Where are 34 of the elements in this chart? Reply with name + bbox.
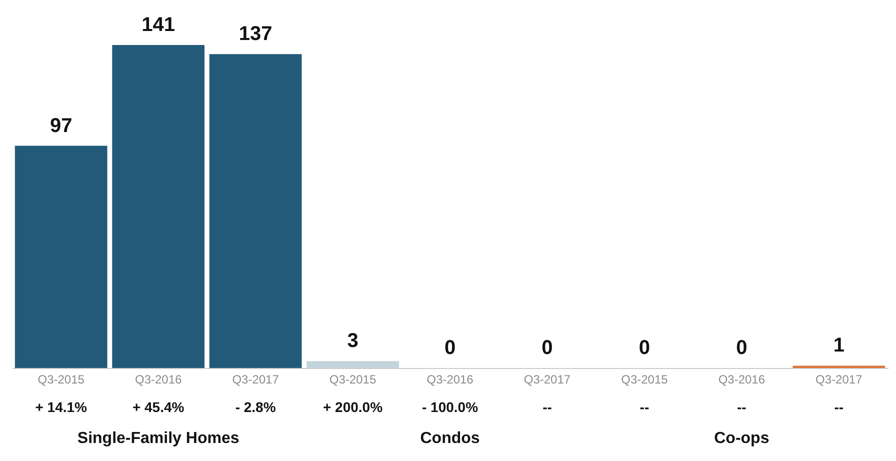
x-tick-label: Q3-2016 [134, 372, 182, 386]
x-tick-label: Q3-2015 [621, 372, 668, 386]
x-tick-label: Q3-2017 [816, 372, 863, 386]
data-label: 0 [542, 337, 553, 359]
x-tick-label: Q3-2016 [426, 372, 474, 386]
text: Co-ops [714, 430, 770, 447]
data-label: 0 [638, 337, 650, 359]
text: - 100.0% [422, 399, 479, 415]
x-tick-label: Q3-2015 [329, 372, 376, 386]
x-tick-label: Q3-2017 [524, 372, 571, 386]
text: + 45.4% [132, 399, 185, 415]
text: -- [737, 399, 747, 415]
text: -- [640, 399, 650, 415]
data-label: 3 [347, 330, 358, 352]
bar [306, 361, 399, 368]
text: + 200.0% [322, 399, 384, 415]
text: Condos [420, 430, 480, 447]
data-label: 1 [833, 334, 844, 357]
data-label: 0 [444, 337, 456, 359]
data-label: 141 [142, 14, 176, 36]
x-tick-label: Q3-2017 [232, 372, 280, 386]
bar [209, 54, 302, 368]
x-tick-label: Q3-2016 [718, 372, 766, 386]
text: Single-Family Homes [77, 430, 240, 447]
data-label: 137 [238, 23, 272, 46]
bar [14, 146, 108, 368]
text: + 14.1% [35, 399, 88, 415]
text: -- [542, 399, 552, 415]
data-label: 0 [736, 337, 748, 359]
text: -- [834, 399, 844, 415]
text: - 2.8% [235, 399, 276, 415]
x-tick-label: Q3-2015 [38, 372, 85, 386]
bar [112, 44, 205, 368]
data-label: 97 [50, 114, 72, 137]
